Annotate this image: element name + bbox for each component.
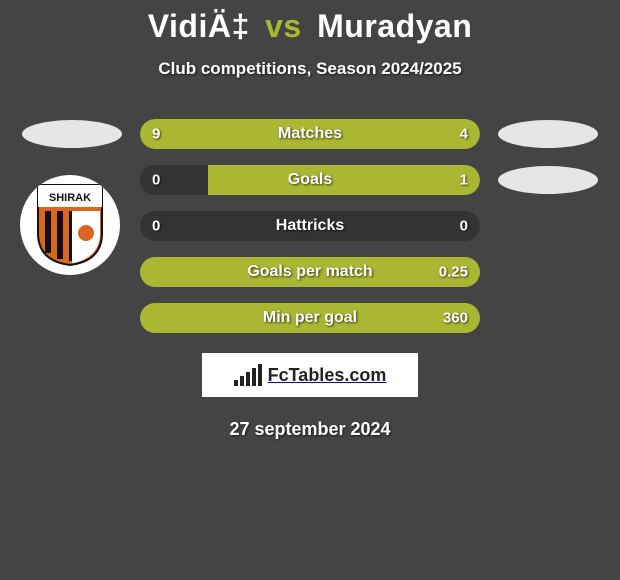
subtitle: Club competitions, Season 2024/2025	[0, 59, 620, 79]
stat-value-right: 360	[443, 310, 468, 327]
stat-value-left: 9	[152, 126, 160, 143]
footer-date: 27 september 2024	[0, 419, 620, 440]
stat-value-right: 4	[460, 126, 468, 143]
comparison-title: VidiÄ‡ vs Muradyan	[0, 8, 620, 45]
fctables-link[interactable]: FcTables.com	[202, 353, 418, 397]
player2-club-placeholder	[498, 166, 598, 194]
stat-bar: Goals per match 0.25	[140, 257, 480, 287]
stat-bar: 9 Matches 4	[140, 119, 480, 149]
stat-bar: 0 Goals 1	[140, 165, 480, 195]
stat-value-right: 1	[460, 172, 468, 189]
stat-bar: Min per goal 360	[140, 303, 480, 333]
stat-label: Goals per match	[247, 263, 372, 281]
stat-label: Min per goal	[263, 309, 357, 327]
vs-separator: vs	[265, 8, 302, 44]
stat-value-right: 0.25	[439, 264, 468, 281]
stat-label: Matches	[278, 125, 342, 143]
player2-photo-placeholder	[498, 120, 598, 148]
player1-photo-placeholder	[22, 120, 122, 148]
player1-name: VidiÄ‡	[148, 8, 250, 44]
stat-label: Goals	[288, 171, 332, 189]
player1-club-logo: SHIRAK	[20, 175, 120, 275]
bar-chart-icon	[234, 364, 262, 386]
player2-name: Muradyan	[317, 8, 472, 44]
stat-value-left: 0	[152, 172, 160, 189]
stat-bar: 0 Hattricks 0	[140, 211, 480, 241]
svg-text:SHIRAK: SHIRAK	[49, 192, 91, 204]
stat-row-mpg: Min per goal 360	[0, 303, 620, 333]
stat-value-left: 0	[152, 218, 160, 235]
stat-row-matches: 9 Matches 4	[0, 119, 620, 149]
stat-value-right: 0	[460, 218, 468, 235]
shirak-shield-icon: SHIRAK	[34, 183, 106, 267]
stat-label: Hattricks	[276, 217, 344, 235]
fill-right	[208, 165, 480, 195]
widget-root: VidiÄ‡ vs Muradyan Club competitions, Se…	[0, 0, 620, 440]
brand-text: FcTables.com	[268, 365, 387, 386]
